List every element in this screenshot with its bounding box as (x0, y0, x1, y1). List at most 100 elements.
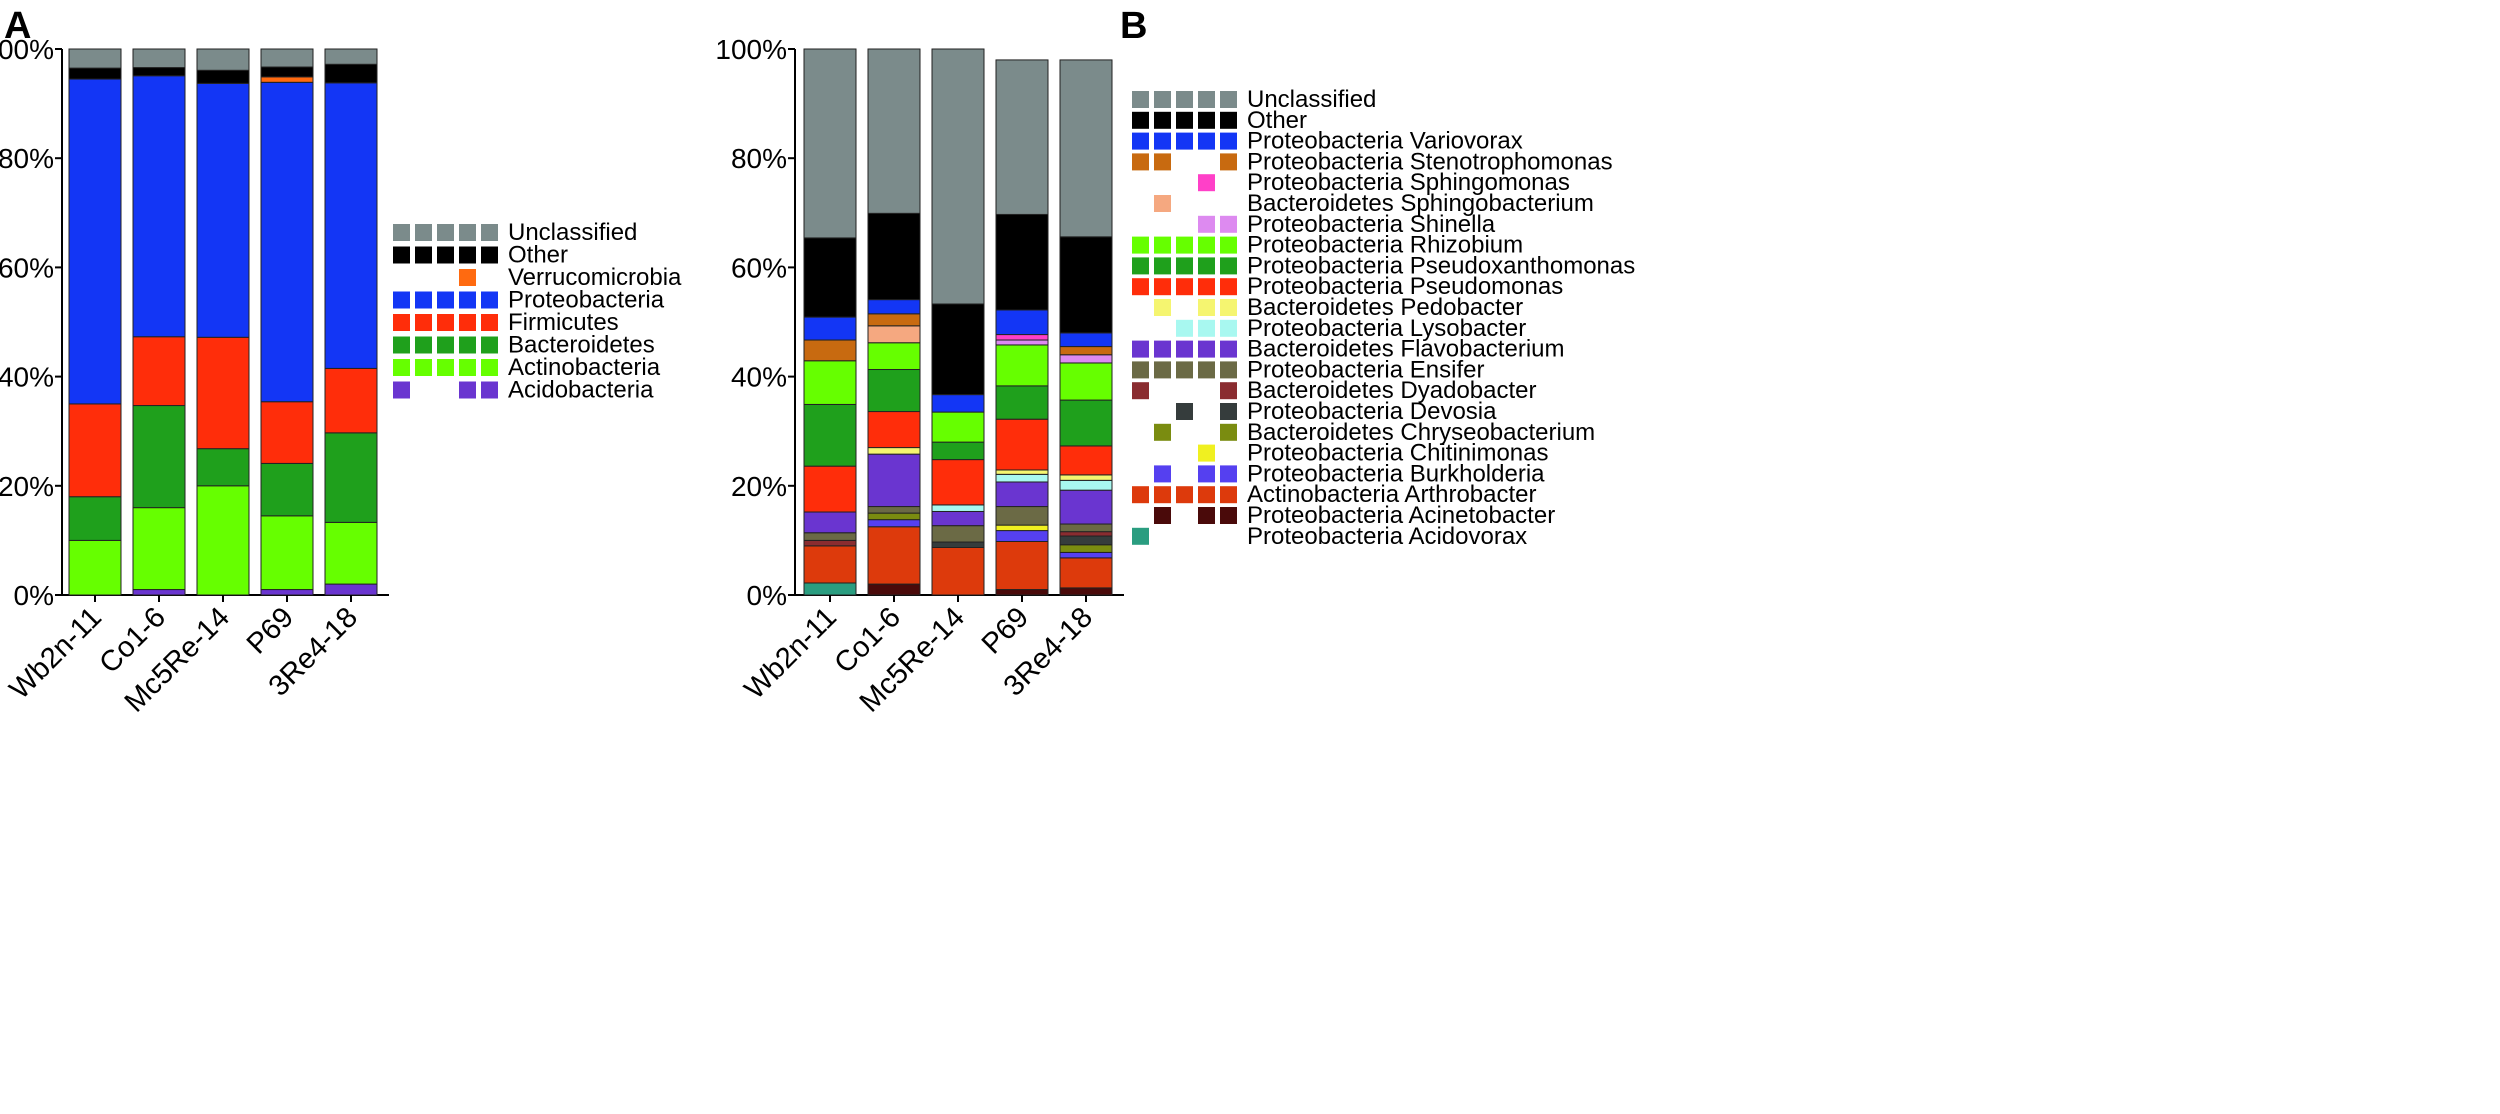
panel-b-y-tick-label: 40% (731, 362, 787, 393)
panel-b-bar-co1-6-bacteroidetes-chryseobacterium (867, 512, 921, 521)
panel-a-bar-wb2n-11-bacteroidetes (68, 496, 122, 541)
panel-b-legend-swatch-proteobacteria-devosia (1220, 403, 1237, 420)
panel-b-bar-mc5re-14-proteobacteria-lysobacter (931, 504, 985, 512)
panel-a-legend-swatch-bacteroidetes (459, 336, 476, 354)
panel-a-legend-swatch-other (481, 246, 498, 264)
panel-b-legend-swatch-proteobacteria-ensifer (1198, 361, 1215, 379)
panel-b-legend-swatch-bacteroidetes-pedobacter (1220, 299, 1237, 316)
panel-a-legend-swatch-acidobacteria (481, 381, 498, 399)
panel-a-legend-swatch-actinobacteria (459, 359, 476, 376)
panel-b-legend-swatch-proteobacteria-variovorax (1176, 132, 1193, 150)
panel-b-legend-swatch-other (1176, 111, 1193, 129)
panel-b-bar-mc5re-14-bacteroidetes-flavobacterium (931, 510, 985, 527)
panel-a-legend-swatch-firmicutes (437, 314, 454, 331)
panel-b-legend-swatch-proteobacteria-variovorax (1198, 132, 1215, 150)
panel-a-legend-swatch-actinobacteria (415, 359, 432, 376)
panel-b-bar-wb2n-11-bacteroidetes-dyadobacter (803, 539, 857, 547)
panel-b-bar-co1-6-proteobacteria-rhizobium (867, 342, 921, 371)
panel-a-bar-co1-6-other (132, 67, 186, 77)
panel-b-bar-p69-proteobacteria-acinetobacter (995, 589, 1049, 596)
panel-b-legend-swatch-actinobacteria-arthrobacter (1220, 486, 1237, 504)
panel-a-legend-swatch-other (459, 246, 476, 264)
panel-b-legend-swatch-bacteroidetes-dyadobacter (1132, 382, 1149, 400)
panel-a-bar-co1-6-actinobacteria (132, 507, 186, 591)
panel-b-bar-co1-6-other (867, 212, 921, 301)
panel-a-bar-wb2n-11-proteobacteria (68, 78, 122, 405)
panel-b-legend-swatch-actinobacteria-arthrobacter (1198, 486, 1215, 504)
panel-b-legend-swatch-other (1198, 111, 1215, 129)
panel-b-legend-swatch-proteobacteria-pseudomonas (1220, 278, 1237, 296)
panel-b-bar-wb2n-11-unclassified (803, 48, 857, 239)
panel-b-bar-co1-6-bacteroidetes-sphingobacterium (867, 325, 921, 344)
panel-b-legend-swatch-bacteroidetes-chryseobacterium (1220, 423, 1237, 441)
panel-b-bar-co1-6-proteobacteria-pseudomonas (867, 411, 921, 449)
panel-b-legend-label-unclassified: Unclassified (1247, 86, 1376, 113)
panel-b-bar-3re4-18-proteobacteria-lysobacter (1059, 479, 1113, 491)
panel-a-legend-label-firmicutes: Firmicutes (508, 309, 619, 336)
panel-a-legend-label-actinobacteria: Actinobacteria (508, 354, 661, 381)
panel-a-legend-swatch-proteobacteria (459, 291, 476, 309)
panel-b-legend-swatch-bacteroidetes-pedobacter (1198, 299, 1215, 316)
panel-b-legend-label-proteobacteria-acinetobacter: Proteobacteria Acinetobacter (1247, 502, 1555, 529)
panel-a-bar-wb2n-11-other (68, 67, 122, 80)
panel-b-bar-p69-proteobacteria-ensifer (995, 506, 1049, 526)
panel-b-legend-label-proteobacteria-pseudomonas: Proteobacteria Pseudomonas (1247, 273, 1563, 300)
panel-b-legend-swatch-proteobacteria-variovorax (1154, 132, 1171, 150)
panel-b-legend-swatch-proteobacteria-lysobacter (1220, 319, 1237, 337)
panel-a-legend-swatch-other (437, 246, 454, 264)
panel-b-legend-swatch-proteobacteria-rhizobium (1154, 236, 1171, 254)
panel-b-bar-p69-proteobacteria-rhizobium (995, 344, 1049, 387)
panel-a-legend-swatch-actinobacteria (393, 359, 410, 376)
panel-b-bar-mc5re-14-proteobacteria-devosia (931, 541, 985, 548)
panel-a-bar-3re4-18-actinobacteria (324, 521, 378, 585)
panel-b-legend-swatch-unclassified (1132, 91, 1149, 108)
panel-b-legend-swatch-actinobacteria-arthrobacter (1132, 486, 1149, 504)
panel-a-y-tick-label: 60% (0, 252, 54, 283)
panel-b-legend-swatch-proteobacteria-acidovorax (1132, 527, 1149, 545)
panel-a-legend-label-other: Other (508, 242, 568, 269)
panel-a-bar-mc5re-14-firmicutes (196, 336, 250, 450)
panel-b-legend-label-proteobacteria-devosia: Proteobacteria Devosia (1247, 398, 1497, 425)
panel-b-legend-swatch-proteobacteria-pseudoxanthomonas (1176, 257, 1193, 275)
panel-b-bar-wb2n-11-other (803, 237, 857, 318)
panel-b-legend-swatch-proteobacteria-pseudoxanthomonas (1132, 257, 1149, 275)
panel-a-bar-mc5re-14-actinobacteria (196, 485, 250, 596)
panel-b-legend-swatch-proteobacteria-devosia (1176, 403, 1193, 420)
panel-b-bar-p69-proteobacteria-pseudomonas (995, 418, 1049, 471)
panel-b-legend-swatch-actinobacteria-arthrobacter (1154, 486, 1171, 504)
panel-a-legend-swatch-firmicutes (459, 314, 476, 331)
panel-b-legend-label-proteobacteria-variovorax: Proteobacteria Variovorax (1247, 128, 1523, 155)
panel-a-bar-p69-unclassified (260, 48, 314, 68)
panel-b-legend-swatch-bacteroidetes-chryseobacterium (1154, 423, 1171, 441)
panel-b-bar-3re4-18-unclassified (1059, 59, 1113, 238)
panel-a-legend-swatch-acidobacteria (459, 381, 476, 399)
panel-b-legend-swatch-proteobacteria-burkholderia (1220, 465, 1237, 483)
panel-b-legend-swatch-other (1154, 111, 1171, 129)
panel-b-legend-label-proteobacteria-acidovorax: Proteobacteria Acidovorax (1247, 523, 1527, 550)
panel-b-label: B (1120, 5, 1147, 47)
panel-b-legend-swatch-proteobacteria-lysobacter (1198, 319, 1215, 337)
panel-b-legend-label-bacteroidetes-pedobacter: Bacteroidetes Pedobacter (1247, 294, 1523, 321)
panel-a-bar-wb2n-11-actinobacteria (68, 539, 122, 596)
panel-a-bar-co1-6-bacteroidetes (132, 405, 186, 509)
panel-b-bar-mc5re-14-proteobacteria-pseudoxanthomonas (931, 441, 985, 461)
panel-b-legend-swatch-bacteroidetes-pedobacter (1154, 299, 1171, 316)
panel-b-bar-mc5re-14-actinobacteria-arthrobacter (931, 546, 985, 596)
panel-b-legend-swatch-other (1220, 111, 1237, 129)
panel-a-legend-label-acidobacteria: Acidobacteria (508, 377, 654, 404)
panel-b-y-tick-label: 80% (731, 143, 787, 174)
panel-b-bar-mc5re-14-proteobacteria-variovorax (931, 394, 985, 413)
panel-b-bar-mc5re-14-proteobacteria-pseudomonas (931, 459, 985, 506)
panel-b-y-tick-label: 0% (747, 580, 787, 611)
panel-b-bar-wb2n-11-proteobacteria-acidovorax (803, 582, 857, 596)
panel-b-bar-wb2n-11-proteobacteria-rhizobium (803, 360, 857, 405)
panel-b-legend-swatch-proteobacteria-pseudomonas (1198, 278, 1215, 296)
panel-a-legend-label-verrucomicrobia: Verrucomicrobia (508, 264, 682, 291)
panel-a-bar-3re4-18-other (324, 63, 378, 84)
panel-b-bar-p69-bacteroidetes-pedobacter (995, 469, 1049, 475)
panel-b-legend-swatch-bacteroidetes-flavobacterium (1132, 340, 1149, 358)
panel-b-bar-co1-6-proteobacteria-variovorax (867, 299, 921, 315)
panel-b-bar-3re4-18-bacteroidetes-chryseobacterium (1059, 544, 1113, 553)
panel-b-legend-label-bacteroidetes-sphingobacterium: Bacteroidetes Sphingobacterium (1247, 190, 1594, 217)
panel-b-legend-swatch-proteobacteria-rhizobium (1176, 236, 1193, 254)
